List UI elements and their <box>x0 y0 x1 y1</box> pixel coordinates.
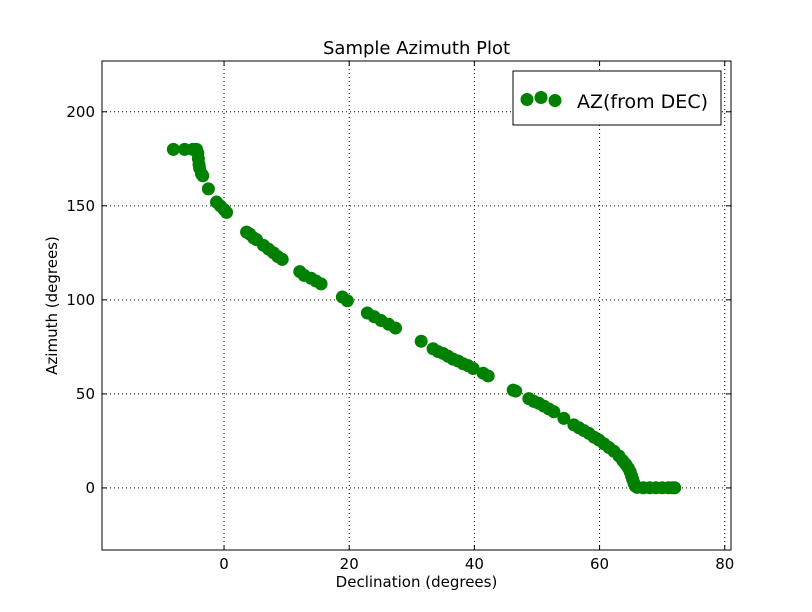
legend-marker <box>548 94 562 107</box>
data-point <box>220 205 234 219</box>
data-point <box>196 169 210 183</box>
data-point <box>166 142 180 156</box>
chart-title: Sample Azimuth Plot <box>323 38 510 59</box>
y-tick-label: 0 <box>85 479 95 497</box>
data-point <box>340 294 354 308</box>
y-tick-label: 200 <box>66 103 95 121</box>
data-point <box>509 384 523 398</box>
y-axis-label: Azimuth (degrees) <box>43 236 61 375</box>
y-tick-label: 150 <box>66 197 95 215</box>
y-tick-label: 50 <box>76 385 95 403</box>
data-point <box>314 277 328 291</box>
plot-frame <box>101 60 732 551</box>
data-point <box>466 362 480 376</box>
legend-marker <box>520 93 534 106</box>
y-tick-label: 100 <box>66 291 95 309</box>
x-axis-label: Declination (degrees) <box>336 573 498 591</box>
x-tick-label: 60 <box>590 555 609 573</box>
x-tick-label: 40 <box>465 555 484 573</box>
axis-ticks: 0 20 40 60 80 0 50 100 150 200 <box>66 61 734 573</box>
data-point <box>547 405 561 419</box>
data-point <box>389 321 403 335</box>
x-tick-label: 20 <box>340 555 359 573</box>
data-point <box>668 481 682 495</box>
x-tick-label: 80 <box>715 555 734 573</box>
legend-label: AZ(from DEC) <box>577 91 708 113</box>
data-point <box>414 334 428 348</box>
legend-marker <box>534 91 548 104</box>
legend: AZ(from DEC) <box>512 70 722 126</box>
data-point <box>481 369 495 383</box>
data-point <box>275 252 289 266</box>
data-points <box>166 142 682 495</box>
data-point <box>557 411 571 425</box>
data-point <box>201 182 215 196</box>
legend-box <box>512 70 722 126</box>
x-tick-label: 0 <box>219 555 229 573</box>
